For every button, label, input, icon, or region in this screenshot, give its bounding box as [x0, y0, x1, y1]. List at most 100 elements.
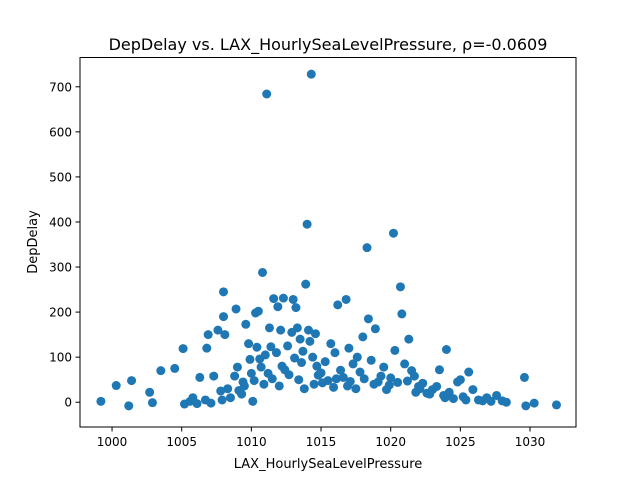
- y-tick-label: 0: [64, 396, 72, 410]
- data-point: [331, 374, 341, 384]
- data-point: [253, 306, 263, 316]
- data-point: [308, 352, 318, 362]
- x-tick-label: 1025: [445, 435, 476, 449]
- data-point: [305, 336, 315, 346]
- data-point: [232, 362, 242, 372]
- data-point: [217, 395, 227, 405]
- data-point: [216, 386, 226, 396]
- data-point: [432, 381, 442, 391]
- scatter-points: [96, 69, 561, 411]
- data-point: [455, 375, 465, 385]
- data-point: [336, 365, 346, 375]
- data-point: [358, 332, 368, 342]
- y-tick-label: 600: [49, 125, 72, 139]
- data-point: [312, 361, 322, 371]
- data-point: [376, 371, 386, 381]
- data-point: [206, 398, 216, 408]
- data-point: [178, 344, 188, 354]
- x-axis-label: LAX_HourlySeaLevelPressure: [234, 457, 423, 472]
- data-point: [355, 367, 365, 377]
- data-point: [411, 387, 421, 397]
- data-point: [256, 362, 266, 372]
- data-point: [276, 325, 286, 335]
- data-point: [288, 294, 298, 304]
- data-point: [147, 398, 157, 408]
- data-point: [521, 401, 531, 411]
- data-point: [297, 358, 307, 368]
- data-point: [369, 379, 379, 389]
- data-point: [309, 379, 319, 389]
- data-point: [234, 386, 244, 395]
- y-tick-label: 200: [49, 306, 72, 320]
- data-point: [298, 346, 308, 356]
- data-point: [370, 324, 380, 334]
- data-point: [266, 342, 276, 352]
- data-point: [343, 381, 353, 391]
- data-point: [404, 334, 414, 344]
- data-point: [231, 304, 241, 314]
- data-point: [209, 371, 219, 381]
- data-point: [213, 325, 223, 335]
- data-point: [330, 348, 340, 358]
- data-point: [329, 382, 339, 392]
- data-point: [402, 376, 412, 386]
- data-point: [400, 359, 410, 369]
- data-point: [344, 343, 354, 353]
- data-point: [249, 376, 259, 386]
- data-point: [195, 372, 205, 382]
- data-point: [397, 309, 407, 319]
- data-point: [351, 384, 361, 394]
- data-point: [395, 282, 405, 292]
- data-point: [278, 293, 288, 303]
- x-tick-label: 1030: [515, 435, 546, 449]
- data-point: [192, 399, 202, 409]
- data-point: [202, 343, 212, 353]
- data-point: [219, 312, 229, 322]
- plot-frame: [79, 57, 577, 428]
- data-point: [111, 381, 121, 391]
- data-point: [323, 376, 333, 386]
- data-point: [425, 389, 435, 399]
- data-point: [156, 366, 166, 376]
- chart-title: DepDelay vs. LAX_HourlySeaLevelPressure,…: [109, 35, 548, 55]
- data-point: [248, 396, 258, 406]
- data-point: [273, 302, 283, 312]
- data-point: [145, 387, 155, 397]
- x-tick-label: 1005: [166, 435, 197, 449]
- data-point: [258, 267, 268, 277]
- data-point: [348, 359, 358, 369]
- data-point: [230, 371, 240, 381]
- data-point: [290, 353, 300, 363]
- data-point: [124, 401, 134, 411]
- data-point: [519, 372, 529, 382]
- data-point: [341, 294, 351, 304]
- data-point: [241, 319, 251, 329]
- data-point: [303, 325, 313, 335]
- data-point: [468, 385, 478, 395]
- data-point: [363, 314, 373, 324]
- data-point: [478, 396, 488, 406]
- data-point: [551, 400, 561, 410]
- data-point: [291, 303, 301, 313]
- data-point: [299, 384, 309, 394]
- data-point: [306, 69, 316, 79]
- data-point: [225, 393, 235, 403]
- data-point: [492, 390, 502, 400]
- axis-ticks: 1000 1005 1010 1015 1020 1025 1030 0 100 200 300 40…: [49, 80, 545, 449]
- data-point: [458, 392, 468, 402]
- data-point: [252, 342, 262, 352]
- data-point: [96, 396, 106, 406]
- data-point: [292, 323, 302, 333]
- data-point: [269, 294, 279, 304]
- data-point: [223, 384, 233, 394]
- data-point: [388, 228, 398, 238]
- y-tick-label: 300: [49, 261, 72, 275]
- data-point: [529, 398, 539, 408]
- data-point: [313, 370, 323, 380]
- y-tick-label: 500: [49, 170, 72, 184]
- data-point: [320, 357, 330, 367]
- data-point: [310, 329, 320, 339]
- data-point: [393, 377, 403, 387]
